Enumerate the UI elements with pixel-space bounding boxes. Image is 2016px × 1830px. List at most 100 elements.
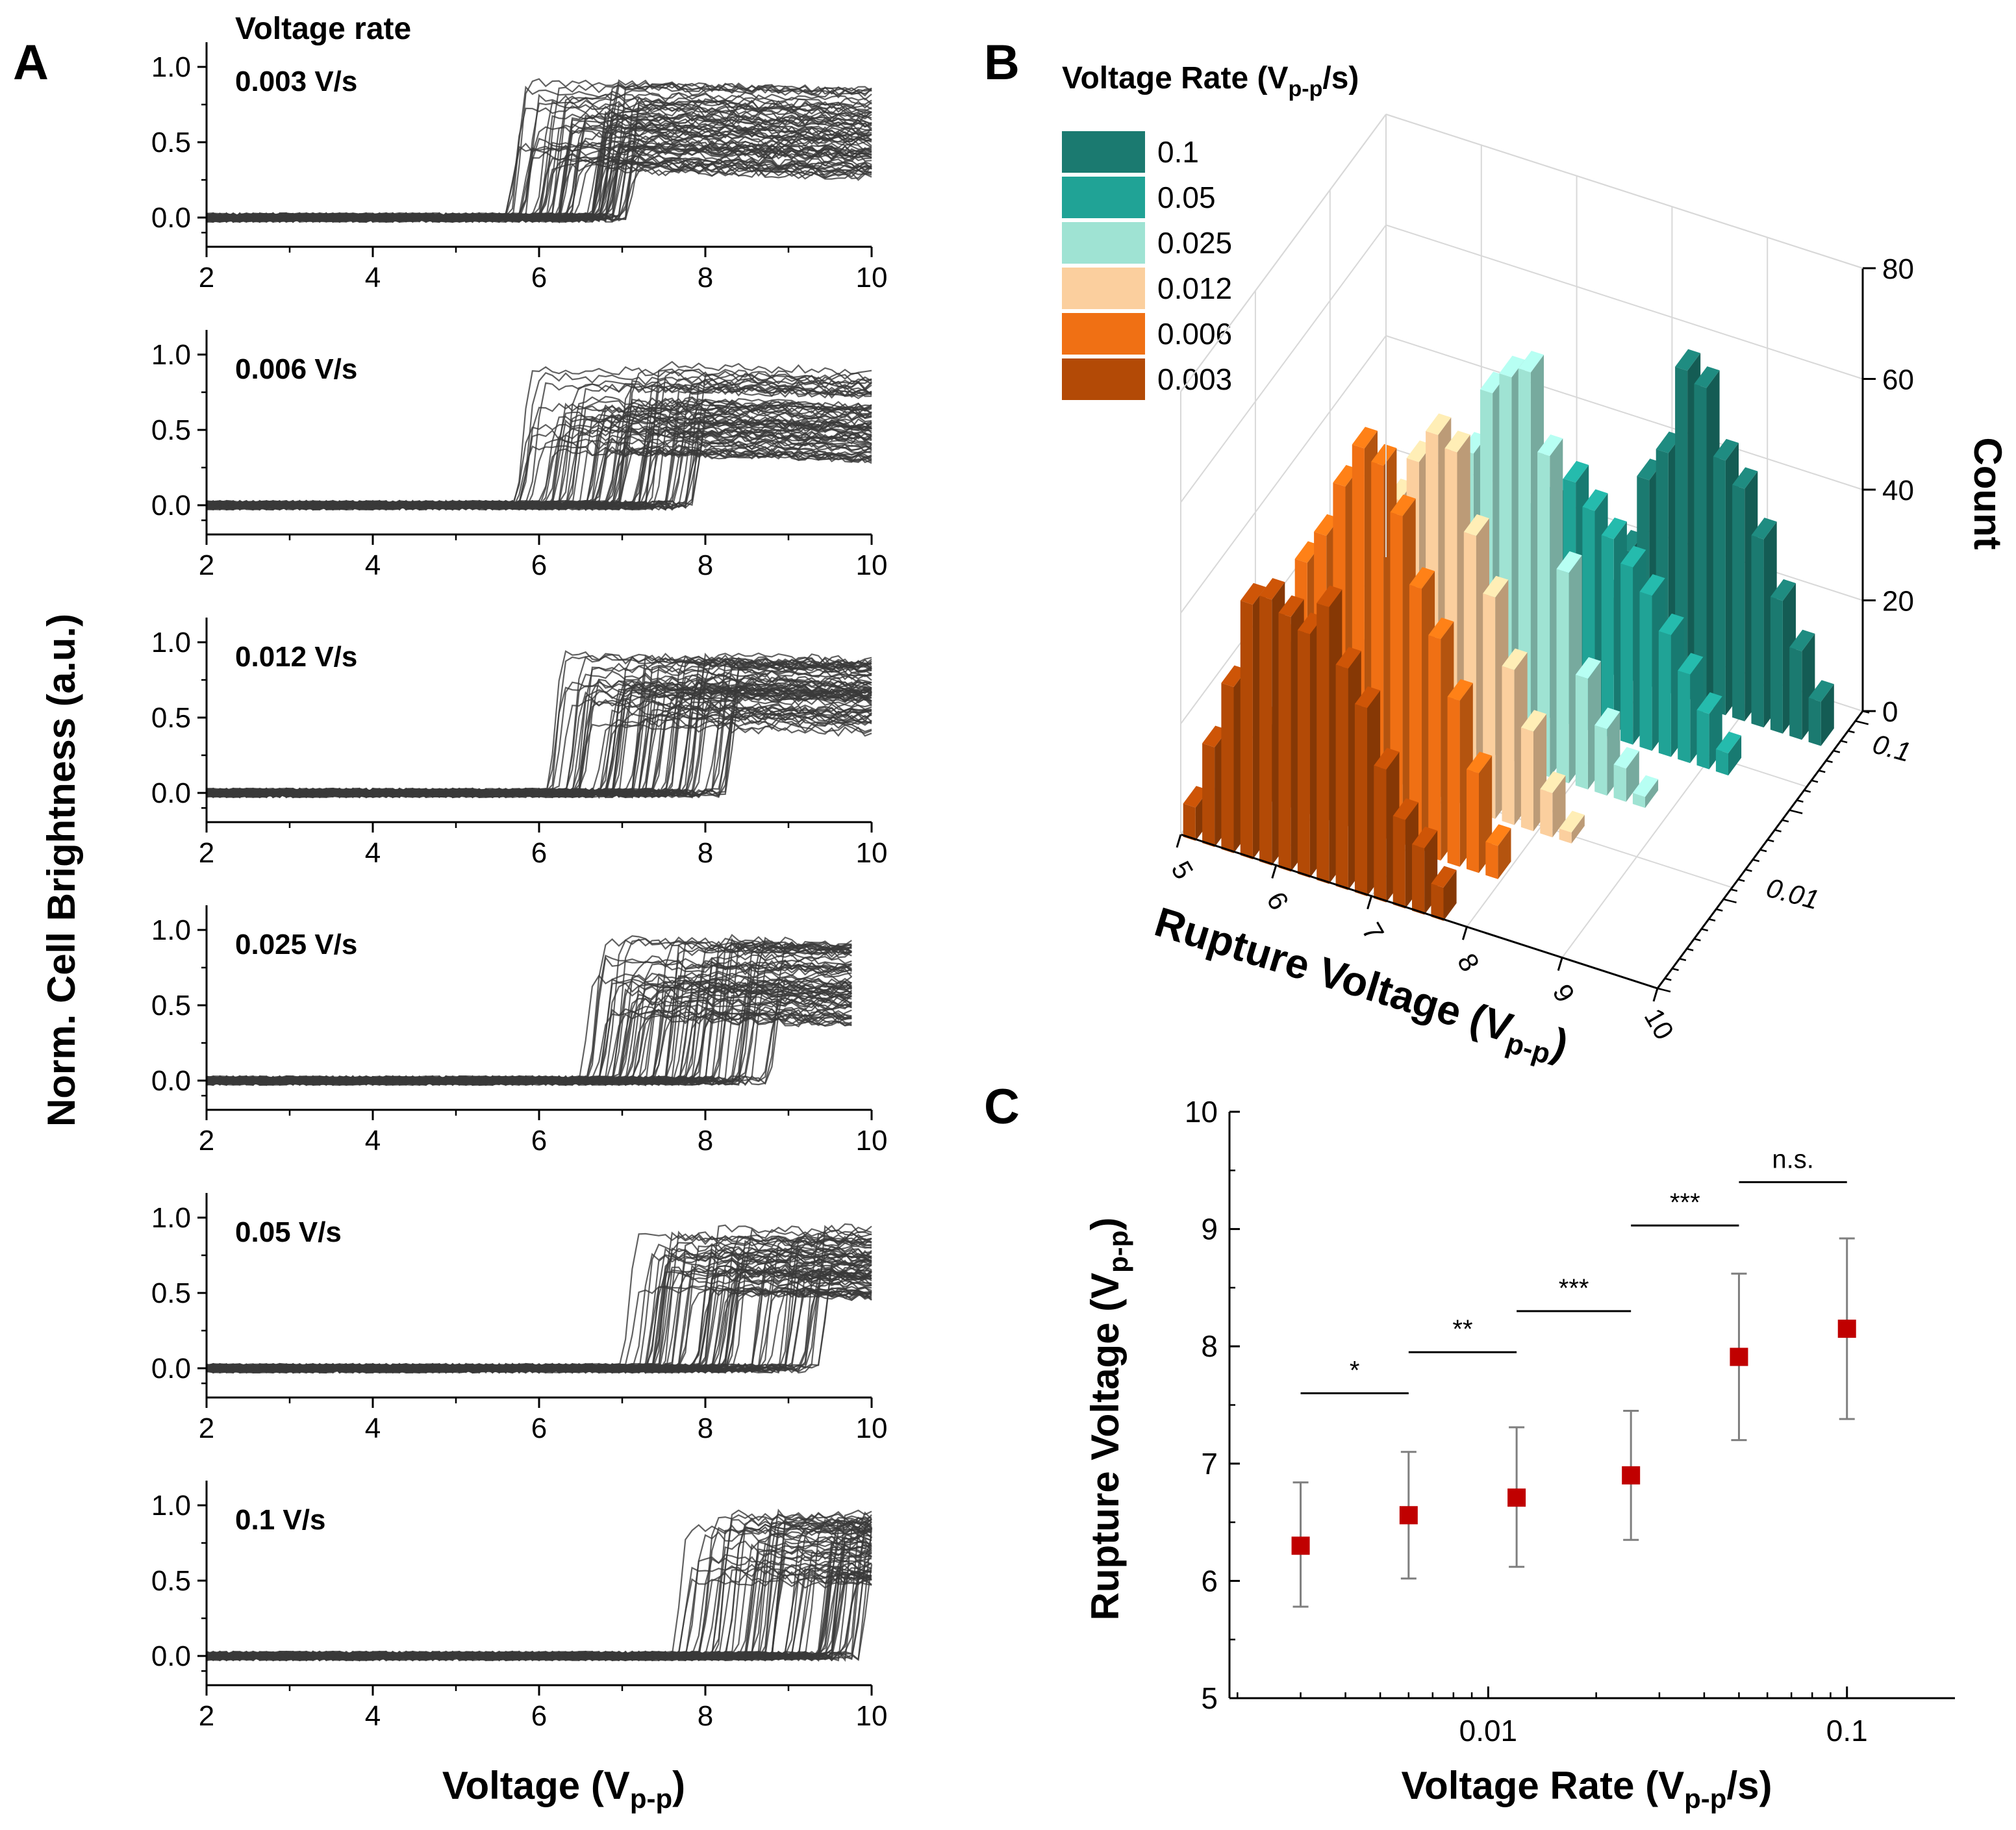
trace-group [206, 934, 853, 1086]
b-rate-tick [1782, 819, 1789, 823]
panel-b: Voltage Rate (Vp-p/s) 0.10.050.0250.0120… [1062, 61, 2010, 1070]
bar-side [1821, 684, 1834, 746]
b-rate-tick [1672, 968, 1679, 971]
c-y-tick-label: 5 [1201, 1681, 1218, 1715]
subplot-2: 2 4 6 8 10 0.0 0.5 1.0 0.012 V/s [151, 618, 887, 869]
bar-top [1428, 618, 1454, 640]
bar-top [1537, 434, 1563, 457]
y-tick-label: 0.5 [151, 990, 191, 1022]
x-tick-label: 2 [199, 549, 214, 581]
bar [1431, 866, 1457, 921]
b-rate-tick-label: 0.1 [1869, 729, 1914, 768]
brightness-trace [206, 429, 872, 511]
brightness-trace [206, 693, 872, 798]
brightness-trace [206, 959, 852, 1086]
legend-label: 0.006 [1157, 317, 1232, 351]
bar-top [1259, 578, 1285, 600]
bar [1808, 680, 1834, 746]
trace-group [206, 360, 872, 511]
brightness-trace [206, 1540, 872, 1662]
brightness-trace [206, 970, 852, 1086]
b-rate-tick [1789, 809, 1803, 814]
panel-c-ylabel: Rupture Voltage (Vp-p) [1083, 1218, 1133, 1621]
brightness-trace [206, 435, 872, 511]
brightness-trace [206, 712, 872, 799]
bar-front [1278, 612, 1291, 872]
x-tick-label: 10 [856, 262, 888, 294]
bar-top [1751, 518, 1777, 540]
b-rate-tick [1804, 789, 1811, 793]
c-y-tick-label: 10 [1185, 1095, 1218, 1129]
bar-top [1656, 431, 1682, 453]
bar-top [1732, 467, 1758, 489]
data-point-marker [1507, 1488, 1526, 1507]
bar-front [1502, 666, 1515, 825]
x-tick-label: 6 [531, 1125, 547, 1157]
y-tick-label: 1.0 [151, 339, 191, 371]
y-tick-label: 0.0 [151, 202, 191, 234]
bar-front [1317, 603, 1329, 884]
x-tick-label: 6 [531, 262, 547, 294]
bar-top [1713, 438, 1739, 461]
data-point-marker [1730, 1347, 1748, 1366]
legend-swatch [1062, 131, 1145, 173]
bar-front [1520, 727, 1533, 831]
c-y-tick-label: 6 [1201, 1564, 1218, 1598]
x-tick-label: 4 [365, 549, 381, 581]
x-tick-label: 6 [531, 549, 547, 581]
y-tick-label: 1.0 [151, 914, 191, 946]
b-rate-tick [1701, 928, 1709, 932]
bar-top [1789, 629, 1815, 651]
brightness-trace [206, 1540, 872, 1662]
legend-label: 0.012 [1157, 271, 1232, 305]
bar-front [1202, 743, 1215, 847]
legend-label: 0.05 [1157, 181, 1216, 214]
y-tick-label: 0.5 [151, 1277, 191, 1309]
brightness-trace [206, 707, 872, 799]
bar-front [1559, 828, 1572, 844]
x-tick-label: 2 [199, 1700, 214, 1732]
panel-label-b: B [984, 35, 1020, 90]
grid-line [1385, 224, 1863, 380]
b-rate-tick [1752, 859, 1760, 862]
bar-side [1498, 828, 1511, 879]
y-tick-label: 1.0 [151, 627, 191, 658]
bar-top [1808, 680, 1834, 702]
c-x-tick-label: 0.01 [1459, 1714, 1518, 1748]
subplot-3: 2 4 6 8 10 0.0 0.5 1.0 0.025 V/s [151, 905, 887, 1157]
brightness-trace [206, 653, 872, 798]
panel-label-c: C [984, 1079, 1020, 1134]
panel-a-xlabel: Voltage (Vp-p) [442, 1764, 685, 1814]
bar-front [1658, 631, 1671, 757]
brightness-trace [206, 1286, 872, 1374]
bar-front [1713, 457, 1726, 716]
bar-top [1518, 351, 1544, 373]
grid-line [1561, 680, 1769, 959]
bar-front [1694, 384, 1707, 709]
b-x-tick [1271, 864, 1278, 879]
bar-top [1335, 647, 1361, 669]
brightness-trace [206, 977, 852, 1086]
bar-top [1467, 751, 1493, 773]
data-point-group [1507, 1426, 1526, 1568]
trace-group [206, 650, 872, 799]
bar-side [1571, 814, 1585, 844]
brightness-trace [206, 681, 872, 799]
x-tick-label: 8 [698, 549, 713, 581]
y-tick-label: 0.5 [151, 702, 191, 734]
bar-side [1645, 779, 1659, 808]
x-tick-label: 2 [199, 1125, 214, 1157]
b-rate-tick [1686, 947, 1694, 951]
bar-front [1240, 600, 1253, 860]
x-tick-label: 10 [856, 1700, 888, 1732]
significance-label: ** [1452, 1315, 1472, 1344]
subplot-1: 2 4 6 8 10 0.0 0.5 1.0 0.006 V/s [151, 330, 887, 581]
bar-top [1390, 494, 1416, 516]
significance-label: *** [1670, 1188, 1700, 1217]
bar-front [1620, 563, 1633, 745]
x-tick-label: 4 [365, 837, 381, 869]
b-rate-tick [1848, 730, 1855, 734]
data-point-marker [1622, 1466, 1641, 1485]
bar-front [1808, 697, 1821, 746]
x-tick-label: 8 [698, 1700, 713, 1732]
